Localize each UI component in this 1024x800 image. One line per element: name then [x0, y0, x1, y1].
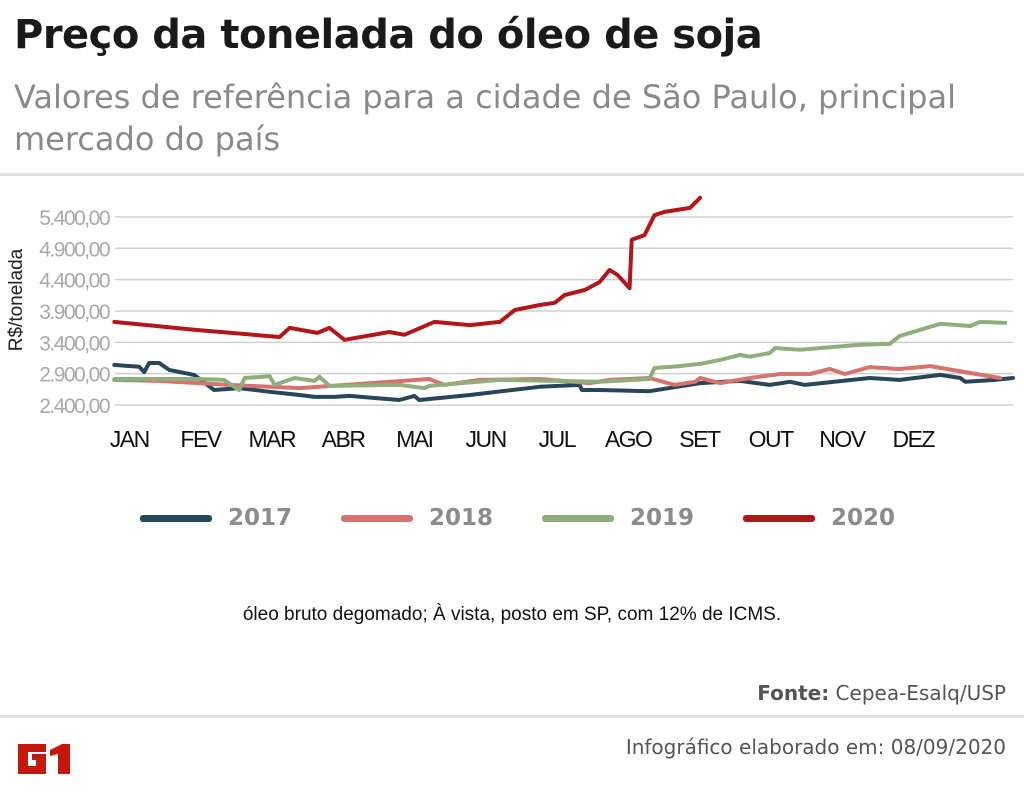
legend-item-2020: 2020: [743, 505, 895, 531]
legend-label: 2020: [831, 505, 896, 531]
legend-item-2017: 2017: [140, 505, 292, 531]
x-tick-label: MAR: [248, 426, 296, 450]
y-tick-label: 4.400,00: [39, 270, 110, 293]
chart-title: Preço da tonelada do óleo de soja: [14, 12, 763, 58]
source-value: Cepea-Esalq/USP: [835, 681, 1006, 705]
x-tick-label: FEV: [180, 426, 222, 450]
series-line-2019: [112, 319, 1008, 392]
legend-label: 2017: [228, 505, 293, 531]
x-tick-label: JUL: [539, 426, 577, 450]
infographic-date: Infográfico elaborado em: 08/09/2020: [625, 735, 1006, 759]
x-tick-label: ABR: [322, 426, 366, 450]
legend-swatch: [542, 514, 614, 522]
y-tick-label: 3.400,00: [39, 332, 110, 355]
legend-swatch: [743, 514, 815, 522]
footnote: óleo bruto degomado; À vista, posto em S…: [242, 604, 782, 625]
x-tick-label: NOV: [819, 426, 867, 450]
x-tick-label: MAI: [396, 426, 433, 450]
x-tick-label: JUN: [465, 426, 505, 450]
legend-item-2019: 2019: [542, 505, 694, 531]
y-tick-label: 2.900,00: [39, 364, 110, 387]
y-tick-label: 4.900,00: [39, 238, 110, 261]
legend-label: 2018: [429, 505, 494, 531]
chart-legend: 2017 2018 2019 2020: [140, 505, 940, 535]
series-line-2020: [112, 195, 703, 342]
y-axis-label: R$/tonelada: [6, 248, 27, 351]
source-label: Fonte:: [757, 681, 830, 705]
series-line-2018: [112, 364, 1003, 391]
g1-logo: [18, 744, 70, 774]
legend-swatch: [140, 514, 212, 522]
header-divider: [0, 173, 1024, 176]
legend-swatch: [341, 514, 413, 522]
footer-divider: [0, 715, 1024, 718]
x-tick-label: JAN: [110, 426, 149, 450]
source-credit: Fonte: Cepea-Esalq/USP: [757, 681, 1006, 705]
y-tick-label: 5.400,00: [39, 207, 110, 230]
x-tick-label: OUT: [749, 426, 795, 450]
legend-item-2018: 2018: [341, 505, 493, 531]
chart-subtitle: Valores de referência para a cidade de S…: [14, 78, 956, 158]
y-tick-label: 3.900,00: [39, 301, 110, 324]
y-tick-label: 2.400,00: [39, 395, 110, 418]
series-line-2017: [112, 361, 1015, 402]
line-chart: 2.400,00 2.900,00 3.400,00 3.900,00 4.400,00…: [6, 195, 1015, 450]
legend-label: 2019: [630, 505, 695, 531]
x-tick-label: AGO: [605, 426, 652, 450]
x-tick-label: SET: [679, 426, 721, 450]
x-tick-label: DEZ: [892, 426, 935, 450]
